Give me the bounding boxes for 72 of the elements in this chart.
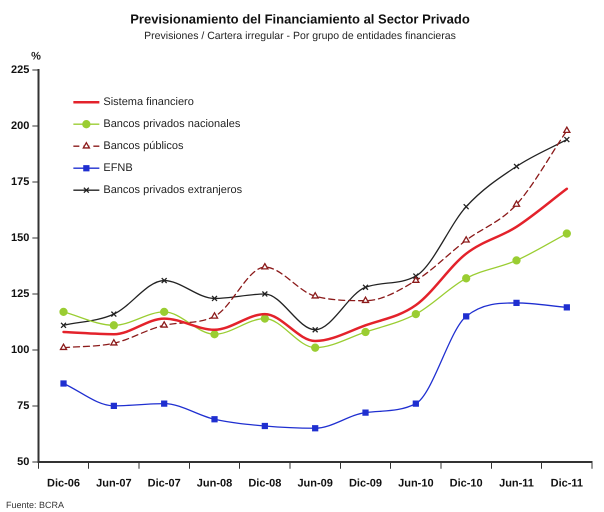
x-tick-label: Dic-08 [248,477,282,490]
point [110,402,117,409]
point [362,296,370,304]
point [412,276,420,283]
point [512,200,520,207]
point [512,256,521,265]
point [563,126,571,134]
point [261,262,269,270]
x-tick-label: Jun-07 [96,477,132,490]
x-tick-label: Jun-10 [398,477,434,490]
x-tick-label: Jun-09 [297,477,333,490]
point [312,326,318,333]
point [564,136,570,143]
point [60,380,67,387]
y-tick-label: 175 [10,176,30,188]
y-axis-title: % [31,50,42,63]
chart-subtitle: Previsiones / Cartera irregular - Por grupo de entidades financieras [144,30,456,42]
y-tick-label: 150 [10,232,30,244]
legend-label: EFNB [103,162,133,174]
legend-label: Bancos privados extranjeros [103,184,243,196]
point [110,321,118,330]
y-tick-label: 100 [10,344,30,356]
point [161,400,168,407]
point [311,344,320,352]
point [211,295,218,302]
point [110,339,118,346]
legend-label: Bancos privados nacionales [103,118,241,130]
y-tick-label: 50 [17,456,30,468]
point [211,416,218,422]
point [462,236,470,243]
y-tick-label: 200 [10,120,30,132]
x-tick-label: Dic-09 [348,477,382,490]
y-tick-label: 125 [10,288,30,300]
point [564,304,570,311]
point [562,229,571,238]
point [462,274,470,282]
point [160,321,168,328]
point [60,322,67,328]
point [110,310,117,318]
point [312,425,318,432]
source-note: Fuente: BCRA [6,500,64,510]
x-tick-label: Dic-10 [450,477,483,490]
point [362,284,369,290]
point [361,328,370,336]
point [412,400,419,407]
point [59,308,68,316]
x-tick-label: Dic-07 [148,477,181,490]
point [60,344,68,350]
point [161,277,168,284]
point [210,312,218,319]
point [311,292,319,299]
legend-label: Sistema financiero [103,96,194,108]
legend-label: Bancos públicos [103,140,184,152]
point [513,300,520,306]
y-tick-label: 225 [10,64,30,76]
point [513,163,520,170]
point [463,204,470,210]
y-tick-label: 75 [17,400,30,412]
point [463,313,470,320]
point [412,272,419,280]
chart-title: Previsionamiento del Financiamiento al Sector Privado [130,11,470,26]
point [160,308,168,316]
point [262,290,268,298]
x-tick-label: Jun-08 [196,477,232,490]
point [262,422,268,430]
point [412,310,420,318]
x-tick-label: Jun-11 [499,477,534,490]
point [362,409,369,416]
point [210,330,219,338]
point [260,314,269,323]
x-tick-label: Dic-11 [550,477,584,490]
x-tick-label: Dic-06 [47,477,80,490]
